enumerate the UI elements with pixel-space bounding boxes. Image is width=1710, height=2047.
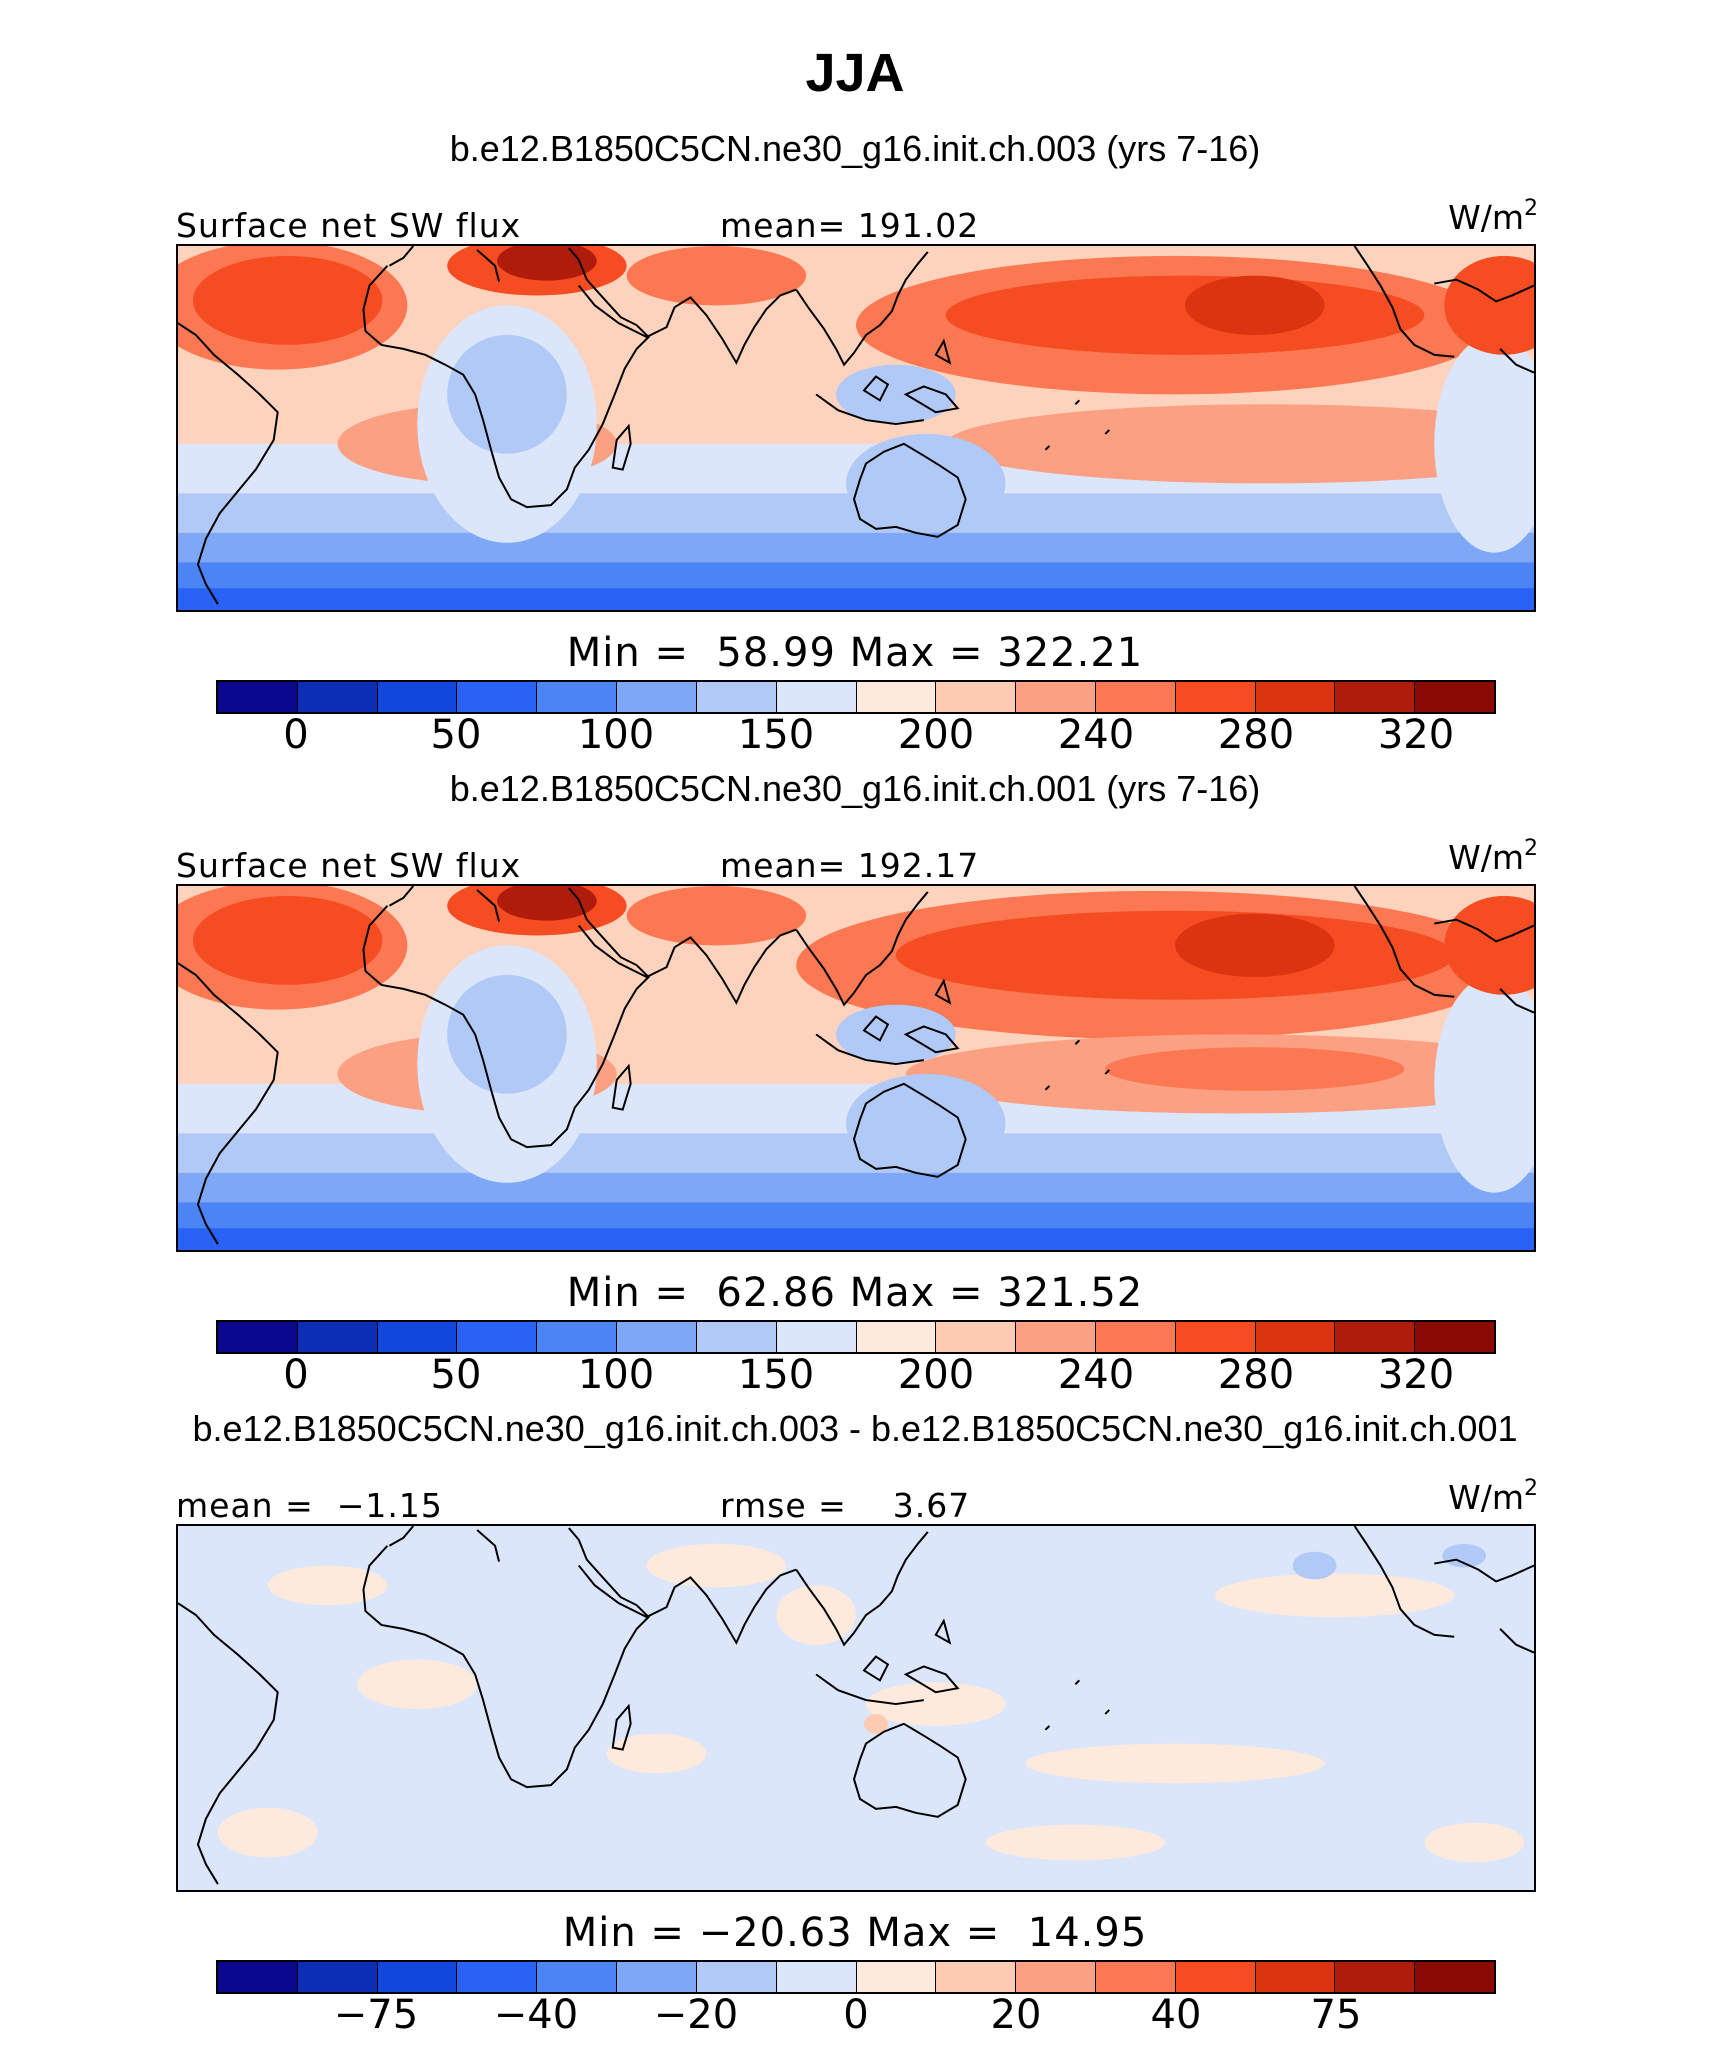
colorbar-swatch: [1255, 682, 1336, 712]
colorbar-swatch: [696, 1322, 777, 1352]
colorbar-tick-label: 100: [577, 712, 655, 758]
panel-2-variable-label: Surface net SW flux: [176, 846, 522, 885]
colorbar-tick-label: 320: [1377, 712, 1455, 758]
colorbar-swatch: [617, 682, 697, 712]
colorbar-swatch: [1175, 682, 1256, 712]
panel-3-mean-label: mean = −1.15: [176, 1486, 443, 1525]
panel-1-variable-label: Surface net SW flux: [176, 206, 522, 245]
panel-2-minmax: Min = 62.86 Max = 321.52: [566, 1270, 1144, 1316]
colorbar-tick-label: −20: [653, 1992, 739, 2038]
colorbar-swatch: [1335, 682, 1416, 712]
colorbar-swatch: [936, 682, 1017, 712]
panel-3-colorbar-ticks: −75 −40 −20 0 20 40 75: [216, 1992, 1496, 2038]
colorbar-tick-label: 200: [897, 1352, 975, 1398]
colorbar-tick-label: 75: [1310, 1992, 1362, 2038]
colorbar-swatch: [617, 1322, 697, 1352]
colorbar-tick-label: 280: [1217, 712, 1295, 758]
colorbar-swatch: [1016, 1962, 1096, 1992]
panel-3-rmse-label: rmse = 3.67: [720, 1486, 971, 1525]
panel-1-mean-label: mean= 191.02: [720, 206, 980, 245]
panel-3-title: b.e12.B1850C5CN.ne30_g16.init.ch.003 - b…: [192, 1408, 1518, 1449]
colorbar-tick-label: 0: [283, 1352, 309, 1398]
figure-title: JJA: [805, 43, 905, 103]
panel-2-mean-label: mean= 192.17: [720, 846, 980, 885]
colorbar-swatch: [617, 1962, 697, 1992]
panel-2-title: b.e12.B1850C5CN.ne30_g16.init.ch.001 (yr…: [449, 768, 1261, 809]
colorbar-swatch: [1175, 1322, 1256, 1352]
panel-1-colorbar-ticks: 0 50 100 150 200 240 280 320: [216, 712, 1496, 758]
colorbar-swatch: [1415, 1962, 1494, 1992]
colorbar-swatch: [1095, 1322, 1176, 1352]
colorbar-tick-label: 280: [1217, 1352, 1295, 1398]
colorbar-swatch: [297, 682, 378, 712]
panel-2-map: [176, 884, 1536, 1252]
colorbar-swatch: [377, 682, 458, 712]
colorbar-swatch: [1095, 682, 1176, 712]
colorbar-tick-label: 150: [737, 712, 815, 758]
panel-1-colorbar: [216, 680, 1496, 714]
colorbar-swatch: [537, 1322, 618, 1352]
colorbar-swatch: [1335, 1962, 1416, 1992]
colorbar-tick-label: 240: [1057, 1352, 1135, 1398]
colorbar-tick-label: −75: [333, 1992, 419, 2038]
colorbar-swatch: [457, 1962, 538, 1992]
colorbar-swatch: [1415, 682, 1494, 712]
colorbar-tick-label: 100: [577, 1352, 655, 1398]
colorbar-swatch: [936, 1962, 1017, 1992]
colorbar-swatch: [218, 1322, 298, 1352]
colorbar-swatch: [1255, 1962, 1336, 1992]
colorbar-swatch: [856, 682, 937, 712]
colorbar-swatch: [1016, 682, 1096, 712]
colorbar-swatch: [856, 1962, 937, 1992]
colorbar-swatch: [696, 1962, 777, 1992]
colorbar-swatch: [1016, 1322, 1096, 1352]
colorbar-swatch: [297, 1322, 378, 1352]
colorbar-tick-label: 200: [897, 712, 975, 758]
colorbar-swatch: [537, 1962, 618, 1992]
colorbar-tick-label: 150: [737, 1352, 815, 1398]
colorbar-swatch: [776, 1322, 857, 1352]
colorbar-swatch: [457, 1322, 538, 1352]
panel-2-colorbar: [216, 1320, 1496, 1354]
colorbar-swatch: [696, 682, 777, 712]
colorbar-tick-label: 0: [283, 712, 309, 758]
colorbar-tick-label: 50: [430, 1352, 482, 1398]
colorbar-swatch: [1335, 1322, 1416, 1352]
colorbar-swatch: [1175, 1962, 1256, 1992]
panel-1-minmax: Min = 58.99 Max = 322.21: [566, 630, 1144, 676]
colorbar-swatch: [936, 1322, 1017, 1352]
colorbar-tick-label: −40: [493, 1992, 579, 2038]
colorbar-tick-label: 240: [1057, 712, 1135, 758]
panel-3-map: [176, 1524, 1536, 1892]
colorbar-swatch: [776, 1962, 857, 1992]
colorbar-swatch: [297, 1962, 378, 1992]
colorbar-swatch: [1255, 1322, 1336, 1352]
colorbar-swatch: [1415, 1322, 1494, 1352]
panel-3-units: W/m2: [1448, 1476, 1538, 1517]
panel-1-map: [176, 244, 1536, 612]
colorbar-swatch: [377, 1322, 458, 1352]
colorbar-swatch: [856, 1322, 937, 1352]
panel-3-colorbar: [216, 1960, 1496, 1994]
colorbar-tick-label: 50: [430, 712, 482, 758]
colorbar-swatch: [457, 682, 538, 712]
colorbar-swatch: [776, 682, 857, 712]
colorbar-swatch: [1095, 1962, 1176, 1992]
panel-2-units: W/m2: [1448, 836, 1538, 877]
colorbar-swatch: [218, 682, 298, 712]
panel-1-title: b.e12.B1850C5CN.ne30_g16.init.ch.003 (yr…: [449, 128, 1261, 169]
panel-2-colorbar-ticks: 0 50 100 150 200 240 280 320: [216, 1352, 1496, 1398]
colorbar-tick-label: 20: [990, 1992, 1042, 2038]
colorbar-tick-label: 40: [1150, 1992, 1202, 2038]
colorbar-swatch: [537, 682, 618, 712]
colorbar-swatch: [377, 1962, 458, 1992]
panel-3-minmax: Min = −20.63 Max = 14.95: [562, 1910, 1148, 1956]
colorbar-tick-label: 0: [843, 1992, 869, 2038]
colorbar-tick-label: 320: [1377, 1352, 1455, 1398]
panel-1-units: W/m2: [1448, 196, 1538, 237]
colorbar-swatch: [218, 1962, 298, 1992]
